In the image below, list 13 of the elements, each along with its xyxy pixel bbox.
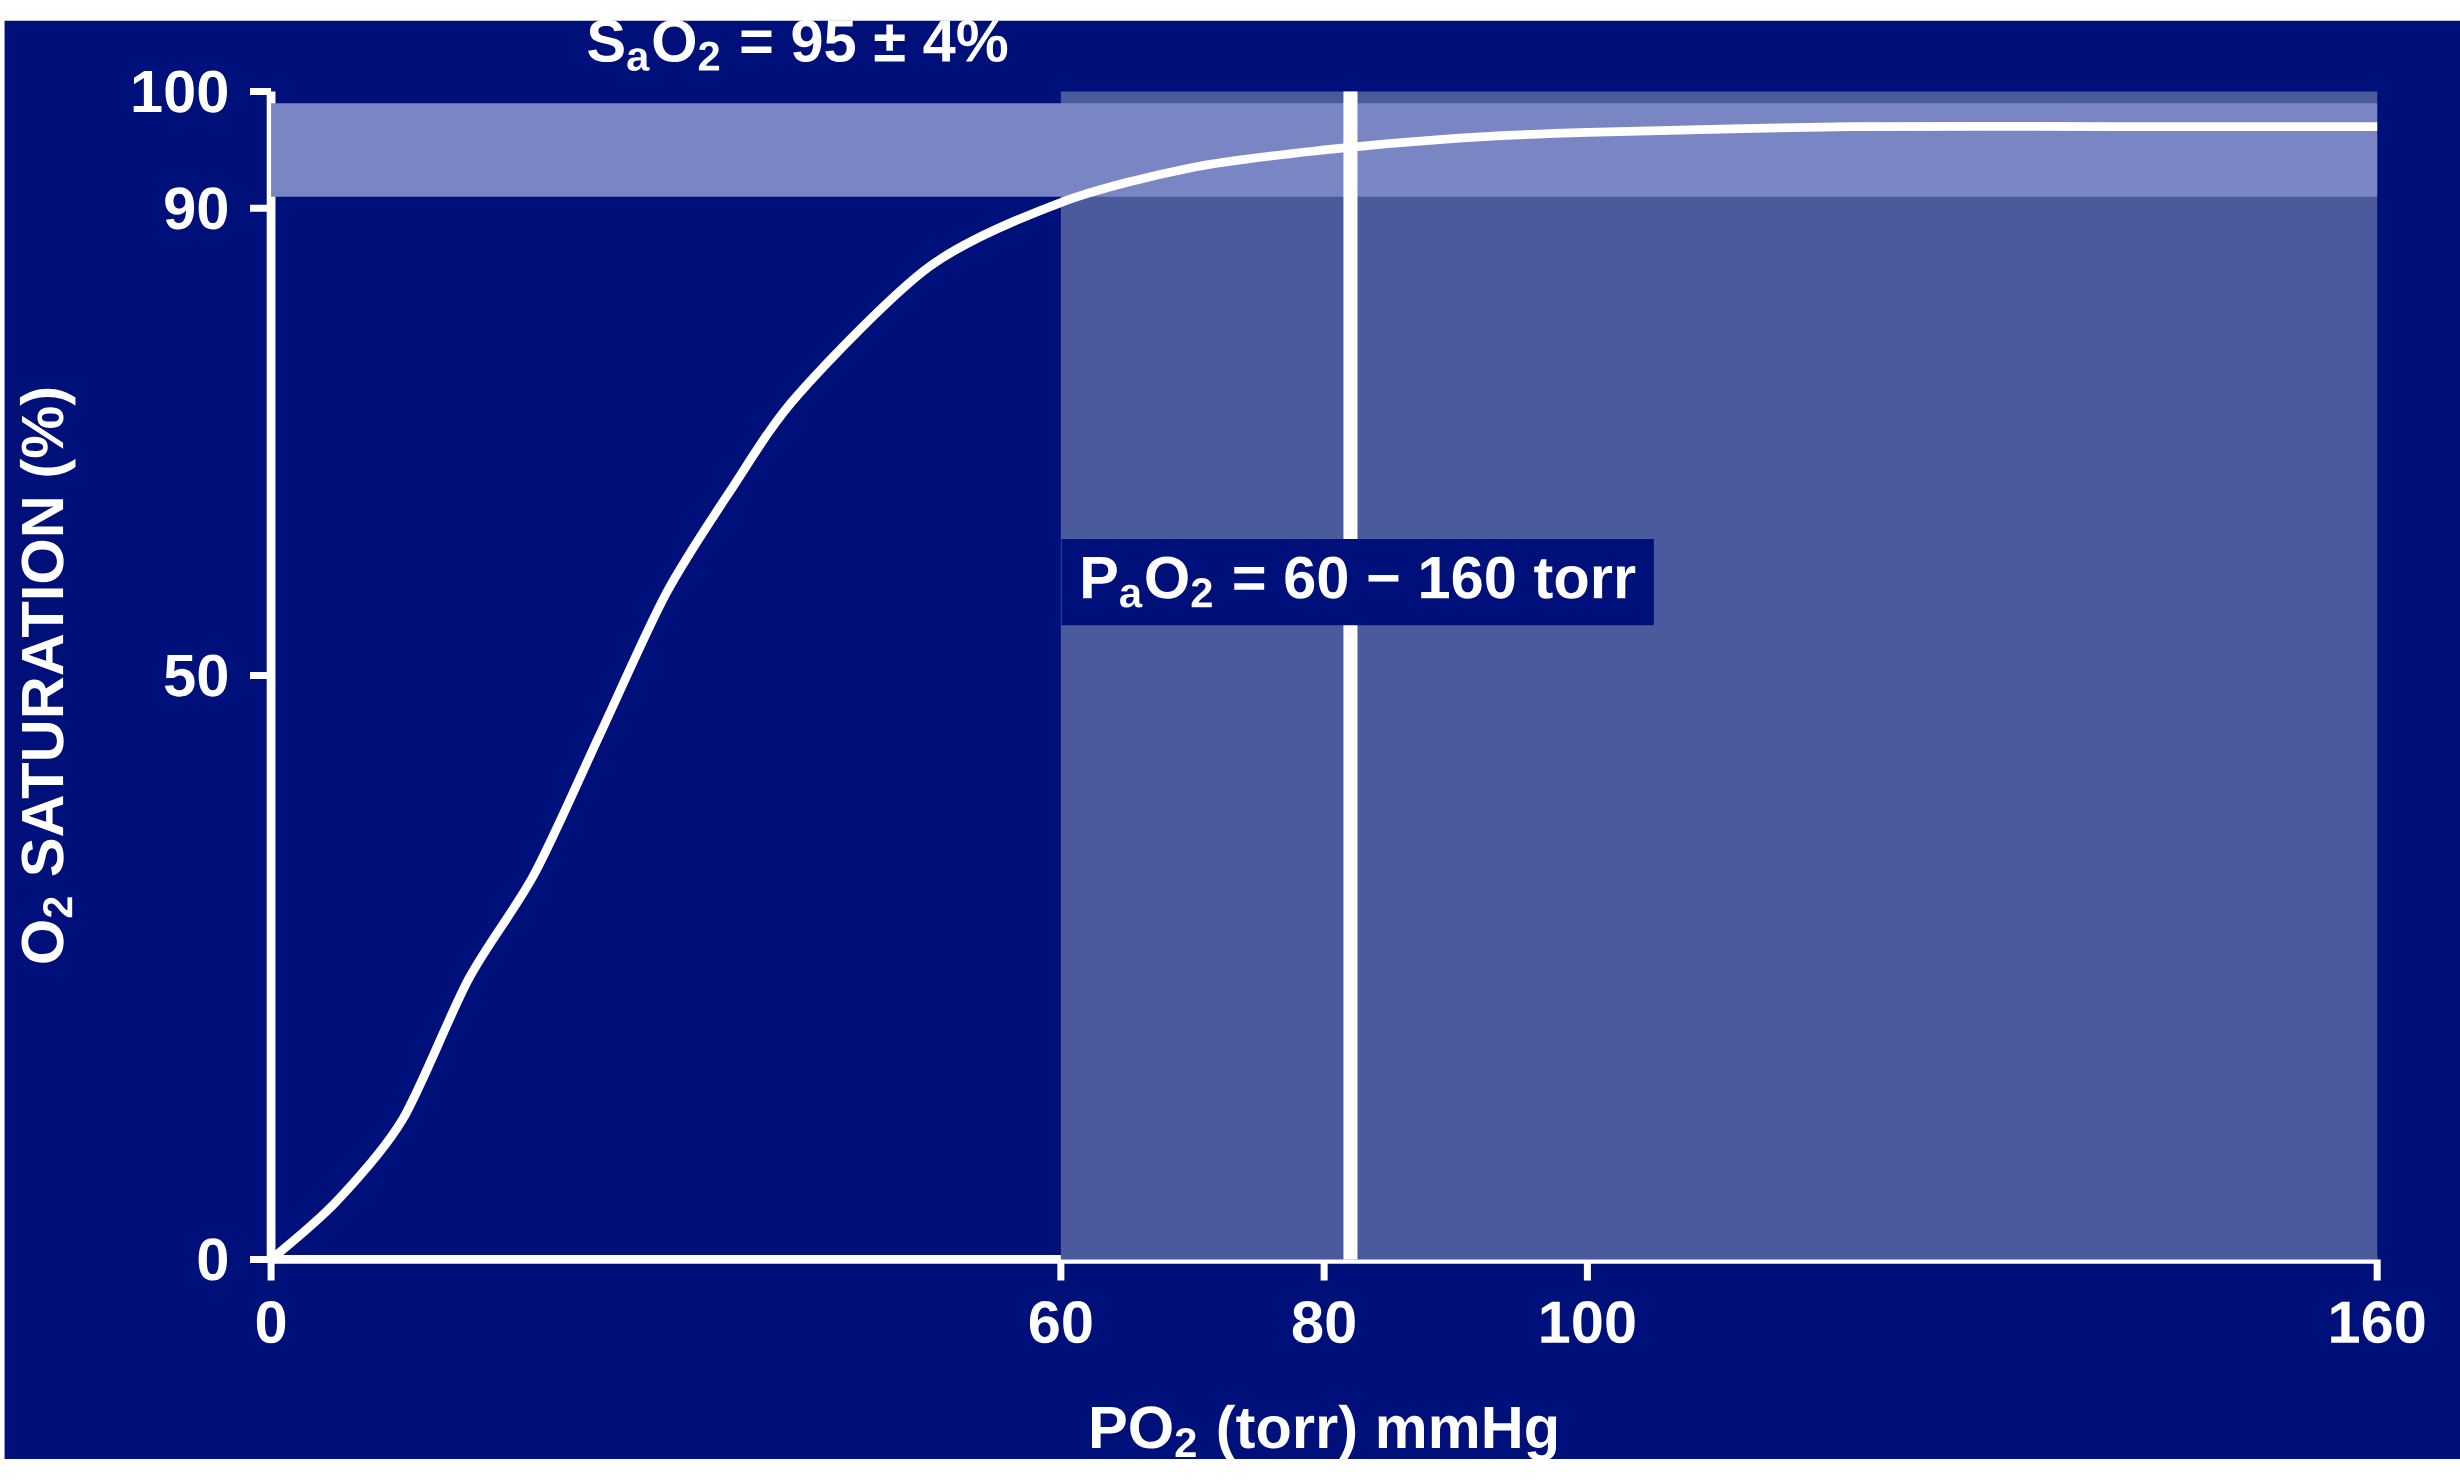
band-label: P$_{a}$O$_{2}$ = 60 − 160 torr <box>1083 556 1636 608</box>
y-tick-label: 90 <box>165 187 227 230</box>
x-tick-label: 100 <box>1541 1301 1635 1344</box>
y-tick-label: 0 <box>198 1238 227 1281</box>
x-tick-label: 160 <box>2331 1301 2425 1344</box>
x-tick-label: 60 <box>1029 1301 1092 1344</box>
band-label: S$_{a}$O$_{2}$ = 95 ± 4% <box>588 20 1008 72</box>
x-axis-title: PO$_{2}$ (torr) mmHg <box>1092 1405 1557 1461</box>
x-tick-label: 80 <box>1292 1301 1355 1344</box>
x-tick-label: 0 <box>256 1301 286 1344</box>
y-tick-label: 50 <box>164 654 227 697</box>
y-axis-title: O$_{2}$ SATURATION (%) <box>19 389 76 963</box>
y-tick-label: 100 <box>133 70 227 113</box>
